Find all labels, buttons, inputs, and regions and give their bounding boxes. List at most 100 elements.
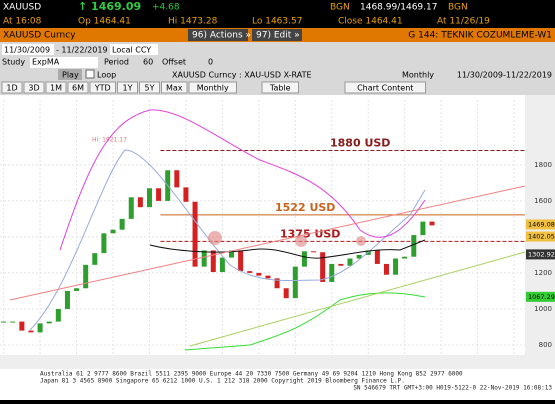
button[interactable] [139,81,160,94]
candle [265,275,271,279]
period[interactable]: 60 [143,58,153,67]
buttons: 1D 3D 1M 6M YTD 1Y 5Y Max Monthly Table Chart Cont… [1,81,426,94]
candle [64,290,70,309]
edit[interactable]: 97) Edit » [256,31,300,41]
candle [83,264,89,289]
y-tick-label: 1800 [534,161,552,169]
bid-ask: 1468.99/1469.17 [360,3,437,13]
candle [101,233,107,254]
candle [311,251,317,253]
actions-button[interactable] [188,29,248,41]
play-button[interactable] [58,69,82,80]
candle [274,278,280,289]
level-label: 1522 USD [275,201,335,214]
frequency: Monthly [402,71,434,80]
candle [301,251,307,267]
button-label[interactable]: 5Y [145,84,155,93]
footer-line: Australia 61 2 9777 8600 Brazil 5511 239… [40,371,463,378]
quote-bar [0,0,555,28]
candle [37,323,43,333]
candle [55,308,61,322]
candle [74,288,80,291]
candle [292,266,298,299]
button[interactable] [117,81,138,94]
currency[interactable]: Local CCY [112,46,151,55]
button[interactable] [45,81,67,94]
candle [429,221,435,226]
candle [238,250,244,272]
button-label[interactable]: 1Y [123,84,133,93]
start[interactable]: 11/30/2009 [4,46,50,55]
low: Lo 1463.57 [252,17,302,27]
candle [329,263,335,282]
candle [92,253,98,265]
footer-text: Australia 61 2 9777 8600 Brazil 5511 239… [40,371,552,392]
candle [19,321,25,331]
candle [46,321,52,324]
period-label: Period [104,58,129,67]
loop-checkbox[interactable] [85,69,95,79]
candle [110,229,116,234]
button[interactable] [261,81,299,94]
button[interactable] [23,81,45,94]
button[interactable] [89,81,116,94]
close: Close 1464.41 [338,17,403,27]
trend-line [9,185,526,301]
button[interactable] [67,81,89,94]
date: At 11/26/19 [437,17,490,27]
footer-line: SN 546679 TRT GMT+3:00 H019-5122-0 22-No… [353,385,552,392]
study[interactable]: ExpMA [32,58,60,67]
y-tick-label: 1600 [534,197,552,205]
highlight [356,236,366,246]
start-field[interactable] [2,44,54,55]
study-label: Study [2,58,25,67]
change: +4.68 [152,3,180,13]
lower-band [184,292,426,351]
footer-line: Japan 81 3 4565 8900 Singapore 65 6212 1… [40,378,405,385]
candle [210,250,216,273]
high: Hi 1473.28 [168,17,218,27]
price-tag [526,249,555,260]
support-line [189,251,526,347]
button[interactable] [1,81,23,94]
play[interactable]: Play [62,71,79,80]
candle [347,258,353,266]
y-tick-label: 1200 [534,269,552,277]
button-label[interactable]: 1M [50,84,62,93]
button-label[interactable]: Max [166,84,183,93]
offset-label: Offset [162,58,186,67]
end[interactable]: - 11/22/2019 [56,46,108,55]
price-tag-label: 1302.92 [528,250,555,258]
candle [411,235,417,257]
ccy-field[interactable] [110,44,158,55]
footer [0,369,555,400]
loop[interactable]: Loop [97,71,116,80]
level-label: 1880 USD [330,136,390,149]
button[interactable] [161,81,188,94]
button[interactable] [188,81,237,94]
button-label[interactable]: YTD [94,84,111,93]
price-tag-label: 1067.29 [528,293,555,301]
high-label: Hi: 1921.17 [92,137,127,144]
candle [247,271,253,273]
edit-button[interactable] [252,29,302,41]
candle [156,188,162,201]
button-label[interactable]: Table [269,84,291,93]
candle [383,263,389,275]
button-label[interactable]: 6M [72,84,84,93]
candle [146,188,152,208]
button[interactable] [344,81,426,94]
candle [28,330,34,333]
source: BGN [330,3,350,13]
study-field[interactable] [30,57,98,68]
offset[interactable]: 0 [208,58,213,67]
y-tick-label: 1000 [534,305,552,313]
button-label[interactable]: 3D [28,84,39,93]
button-label[interactable]: Monthly [197,84,229,93]
actions[interactable]: 96) Actions » [192,31,251,41]
candle [219,257,225,273]
candle [356,254,362,259]
button-label[interactable]: Chart Content [357,84,413,93]
candle [374,250,380,264]
button-label[interactable]: 1D [6,84,17,93]
